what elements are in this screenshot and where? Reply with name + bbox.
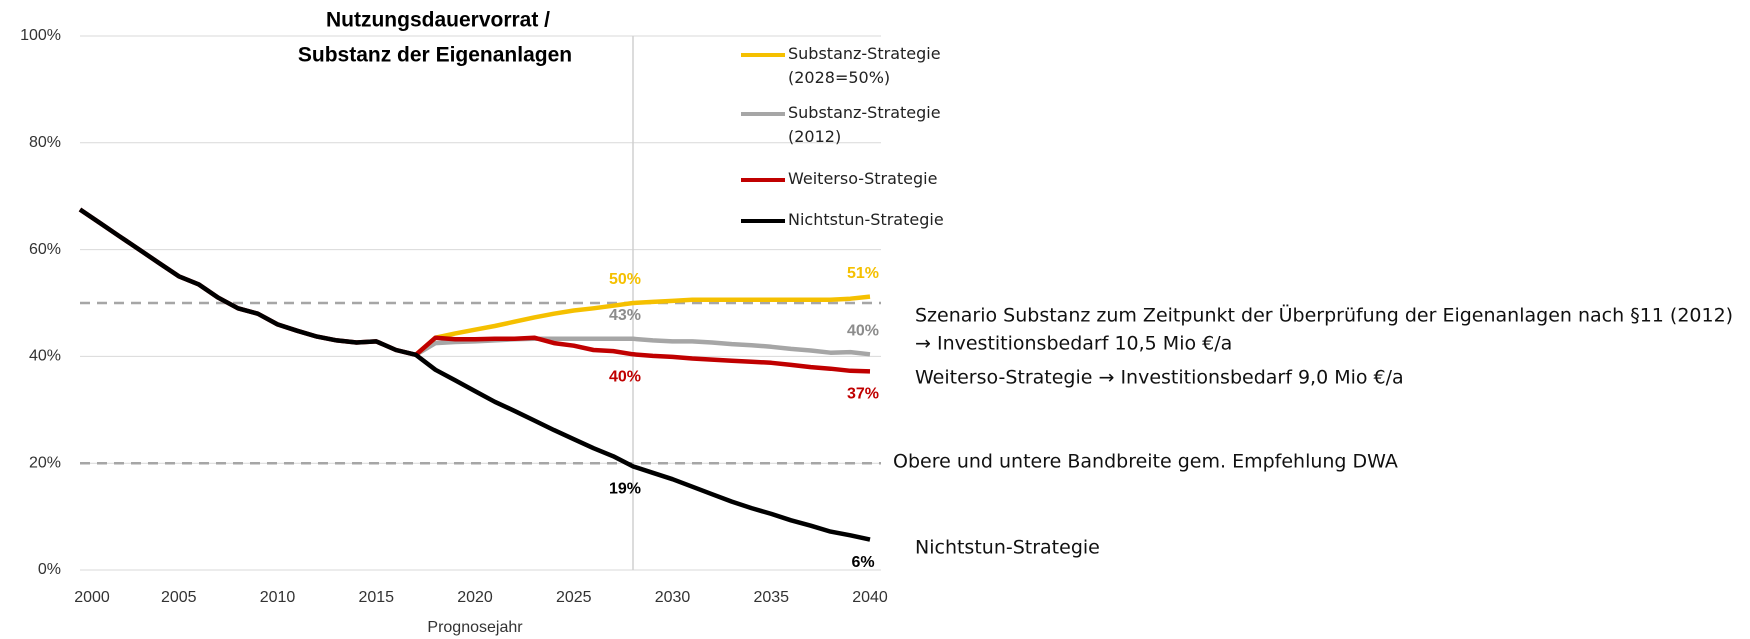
y-tick-label: 60%: [29, 241, 61, 258]
data-label: 37%: [847, 386, 879, 403]
annotation: Obere und untere Bandbreite gem. Empfehl…: [893, 451, 1398, 473]
series-line: [78, 207, 871, 542]
data-label: 40%: [847, 322, 879, 339]
y-tick-label: 40%: [29, 348, 61, 365]
x-tick-label: 2025: [556, 589, 592, 606]
series-line: [414, 294, 871, 357]
legend-item: Nichtstun-Strategie: [741, 208, 958, 232]
legend: Substanz-Strategie (2028=50%) Substanz-St…: [741, 42, 1021, 232]
legend-swatch: [741, 53, 785, 57]
legend-swatch: [741, 112, 785, 116]
chart-title: Nutzungsdauervorrat /: [326, 9, 550, 32]
data-label: 50%: [609, 271, 641, 288]
data-label: 19%: [609, 481, 641, 498]
x-tick-label: 2005: [161, 589, 197, 606]
data-label: 6%: [851, 554, 874, 571]
chart-title: Substanz der Eigenanlagen: [298, 44, 572, 67]
data-label: 43%: [609, 307, 641, 324]
x-tick-label: 2010: [260, 589, 296, 606]
x-tick-label: 2015: [358, 589, 394, 606]
legend-swatch: [741, 178, 785, 182]
legend-swatch: [741, 219, 785, 223]
legend-label: Nichtstun-Strategie: [788, 210, 944, 229]
x-tick-label: 2020: [457, 589, 493, 606]
x-tick-label: 2030: [655, 589, 691, 606]
y-tick-label: 0%: [38, 561, 61, 578]
annotation: Nichtstun-Strategie: [915, 537, 1100, 559]
x-tick-label: 2040: [852, 589, 888, 606]
annotation: → Investitionsbedarf 10,5 Mio €/a: [915, 333, 1232, 355]
annotation: Szenario Substanz zum Zeitpunkt der Über…: [915, 304, 1733, 327]
y-tick-label: 100%: [20, 27, 61, 44]
legend-item: Substanz-Strategie (2012): [741, 101, 958, 149]
legend-label: Weiterso-Strategie: [788, 169, 938, 188]
x-axis-label: Prognosejahr: [427, 619, 523, 636]
annotation: Weiterso-Strategie → Investitionsbedarf …: [915, 367, 1404, 389]
legend-item: Weiterso-Strategie: [741, 167, 958, 191]
data-label: 40%: [609, 368, 641, 385]
y-tick-label: 80%: [29, 134, 61, 151]
legend-item: Substanz-Strategie (2028=50%): [741, 42, 958, 90]
x-tick-label: 2035: [753, 589, 789, 606]
legend-label: Substanz-Strategie (2012): [788, 103, 941, 146]
y-tick-label: 20%: [29, 454, 61, 471]
legend-label: Substanz-Strategie (2028=50%): [788, 44, 941, 87]
data-label: 51%: [847, 265, 879, 282]
x-tick-label: 2000: [74, 589, 110, 606]
